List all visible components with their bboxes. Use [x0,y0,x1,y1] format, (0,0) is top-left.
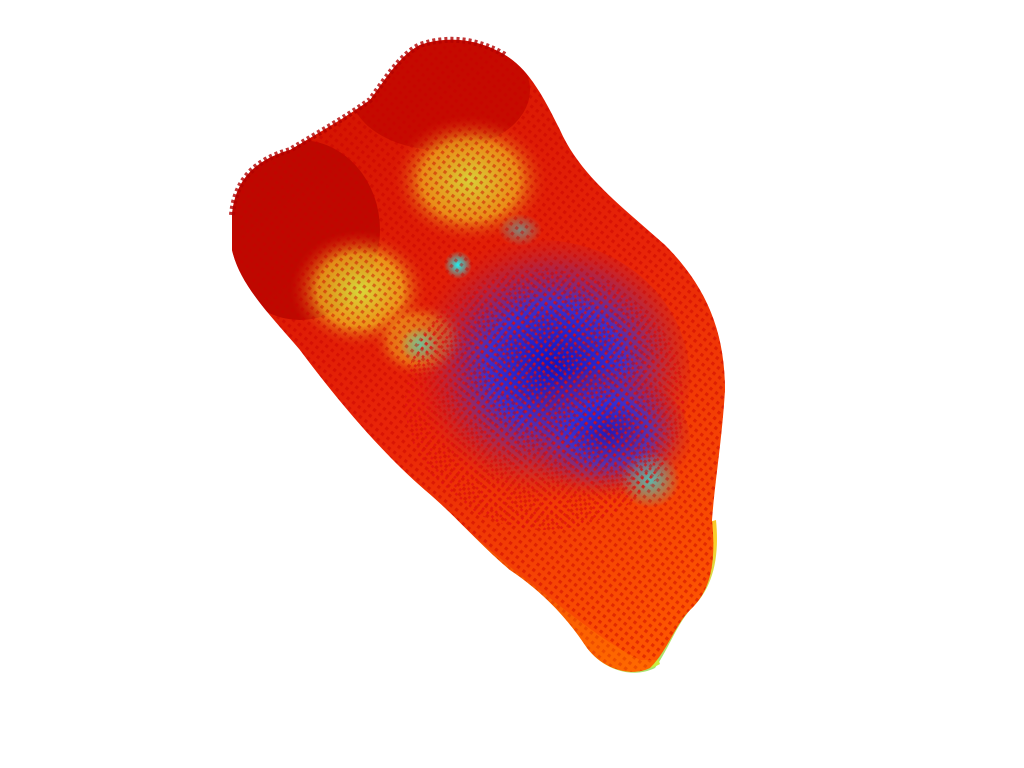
surface-body [232,39,725,672]
surface-top-edge [229,36,507,216]
